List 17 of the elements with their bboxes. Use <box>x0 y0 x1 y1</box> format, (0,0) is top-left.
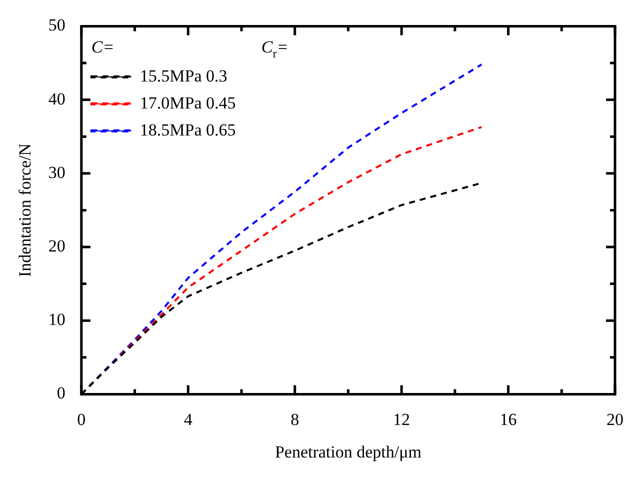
x-axis-title: Penetration depth/μm <box>274 442 422 462</box>
y-axis-title: Indentation force/N <box>16 143 35 277</box>
x-tick-label: 12 <box>393 410 410 429</box>
y-tick-label: 40 <box>48 89 66 108</box>
y-tick-label: 20 <box>48 236 66 256</box>
x-tick-label: 20 <box>606 410 624 429</box>
y-tick-label: 30 <box>48 162 66 182</box>
x-tick-label: 16 <box>500 410 517 429</box>
y-tick-label: 10 <box>48 310 66 330</box>
legend-label: 17.0MPa 0.45 <box>140 93 236 112</box>
x-tick-label: 8 <box>290 410 300 429</box>
x-tick-label: 0 <box>77 410 86 429</box>
x-tick-label: 4 <box>184 410 193 429</box>
y-tick-label: 0 <box>56 384 66 403</box>
y-tick-label: 50 <box>48 16 66 35</box>
legend-label: 15.5MPa 0.3 <box>140 66 228 86</box>
legend-label: 18.5MPa 0.65 <box>140 120 236 140</box>
